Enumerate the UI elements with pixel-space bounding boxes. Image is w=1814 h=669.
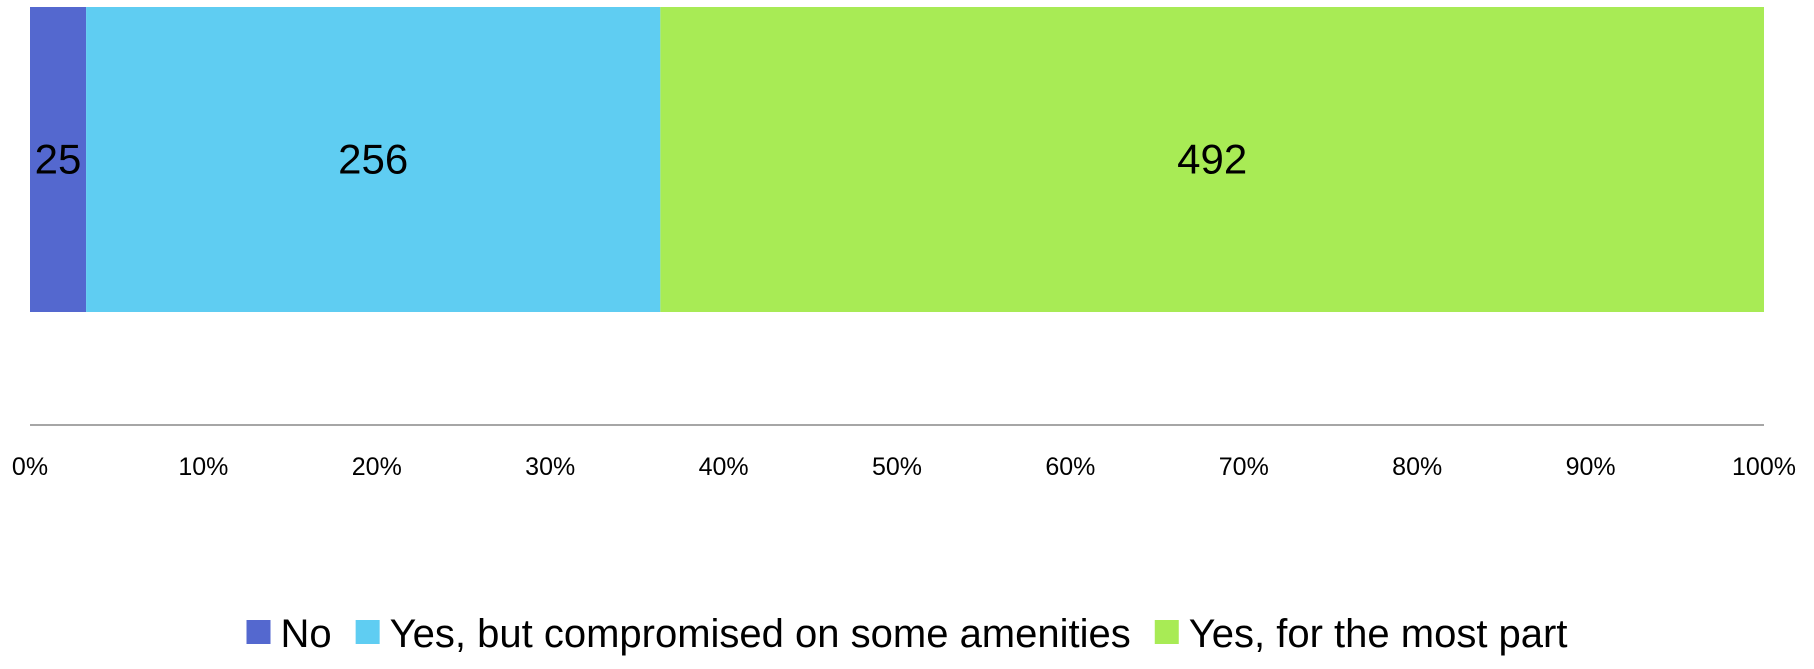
x-tick-label: 10% [178,453,228,481]
data-label-2: 256 [338,136,408,183]
bar-segment-3 [660,7,1764,312]
legend-swatch [355,620,380,644]
data-labels: 25 256 492 [35,136,1248,183]
bar-segment-2 [86,7,661,312]
legend-item-2: Yes, but compromised on some amenities [355,612,1131,656]
legend-label: No [281,612,332,656]
data-label-3: 492 [1177,136,1247,183]
x-tick-label: 90% [1566,453,1616,481]
x-tick-label: 50% [872,453,922,481]
bar-group [30,7,1764,312]
x-tick-label: 40% [699,453,749,481]
legend-item-3: Yes, for the most part [1154,612,1568,656]
x-axis-tick-labels: 0% 10% 20% 30% 40% 50% 60% 70% 80% 90% 100% [12,453,1796,481]
data-label-1: 25 [35,136,82,183]
x-tick-label: 60% [1045,453,1095,481]
x-tick-label: 20% [352,453,402,481]
legend-swatch [246,620,271,644]
legend-swatch [1154,620,1179,644]
x-tick-label: 30% [525,453,575,481]
legend-label: Yes, but compromised on some amenities [390,612,1131,656]
legend-item-1: No [246,612,332,656]
x-tick-label: 100% [1732,453,1796,481]
legend: No Yes, but compromised on some amenities… [246,612,1568,656]
x-tick-label: 80% [1392,453,1442,481]
legend-label: Yes, for the most part [1189,612,1568,656]
x-tick-label: 70% [1219,453,1269,481]
x-tick-label: 0% [12,453,48,481]
bar-segment-1 [30,7,87,312]
